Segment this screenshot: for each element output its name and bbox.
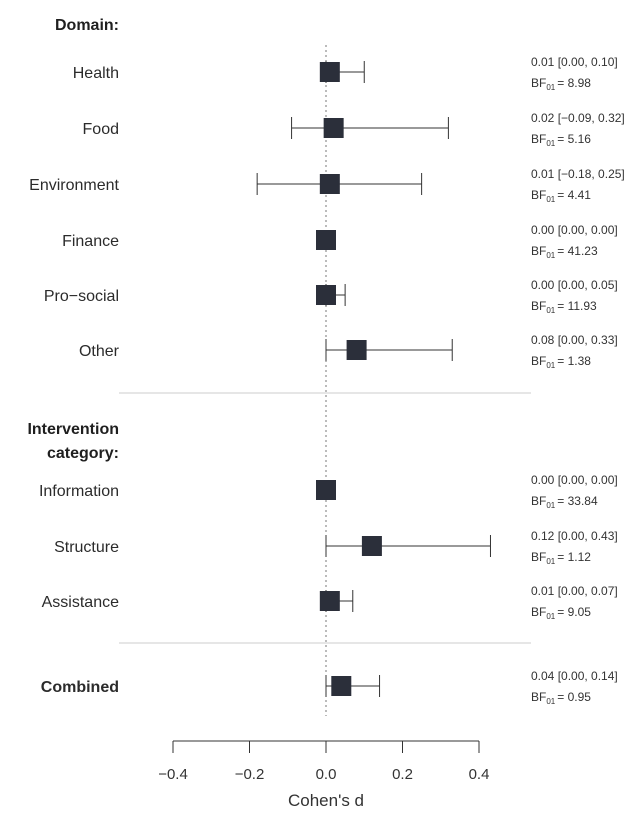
bayes-factor-text: BF01 = 33.84 bbox=[531, 494, 598, 510]
bayes-factor-text: BF01 = 11.93 bbox=[531, 299, 597, 315]
x-tick-label: −0.4 bbox=[158, 766, 188, 783]
estimate-marker bbox=[331, 676, 352, 696]
bayes-factor-text: BF01 = 1.12 bbox=[531, 550, 591, 566]
estimate-ci-text: 0.00 [0.00, 0.00] bbox=[531, 473, 618, 487]
row-label: Food bbox=[83, 121, 119, 138]
bf-value: = 1.38 bbox=[557, 354, 591, 368]
x-tick-label: −0.2 bbox=[235, 766, 265, 783]
estimate-ci-text: 0.01 [0.00, 0.07] bbox=[531, 584, 618, 598]
bf-value: = 8.98 bbox=[557, 76, 591, 90]
estimate-ci-text: 0.12 [0.00, 0.43] bbox=[531, 529, 618, 543]
bayes-factor-text: BF01 = 5.16 bbox=[531, 132, 591, 148]
bf-subscript: 01 bbox=[546, 612, 555, 621]
estimate-marker bbox=[316, 285, 336, 305]
bayes-factor-text: BF01 = 41.23 bbox=[531, 244, 598, 260]
forest-row: Environment 0.01 [−0.18, 0.25] BF01 = 4.41 bbox=[29, 167, 625, 204]
bayes-factor-text: BF01 = 8.98 bbox=[531, 76, 591, 92]
bf-subscript: 01 bbox=[546, 195, 555, 204]
x-tick-label: 0.4 bbox=[469, 766, 490, 783]
x-axis-ticks: −0.4 −0.2 0.0 0.2 0.4 bbox=[158, 741, 489, 783]
estimate-ci-text: 0.02 [−0.09, 0.32] bbox=[531, 111, 625, 125]
x-axis: −0.4 −0.2 0.0 0.2 0.4 Cohen's d bbox=[158, 740, 489, 810]
bf-prefix: BF bbox=[531, 244, 546, 258]
bf-value: = 41.23 bbox=[557, 244, 598, 258]
forest-row: Health 0.01 [0.00, 0.10] BF01 = 8.98 bbox=[73, 55, 618, 92]
forest-row: Food 0.02 [−0.09, 0.32] BF01 = 5.16 bbox=[83, 111, 625, 148]
bf-prefix: BF bbox=[531, 605, 546, 619]
bf-subscript: 01 bbox=[546, 501, 555, 510]
bf-prefix: BF bbox=[531, 494, 546, 508]
row-label: Other bbox=[79, 343, 120, 360]
row-label: Structure bbox=[54, 539, 119, 556]
estimate-ci-text: 0.00 [0.00, 0.00] bbox=[531, 223, 618, 237]
forest-row: Assistance 0.01 [0.00, 0.07] BF01 = 9.05 bbox=[42, 584, 618, 621]
row-label: Assistance bbox=[42, 594, 119, 611]
x-axis-title: Cohen's d bbox=[288, 791, 364, 810]
forest-row: Pro−social 0.00 [0.00, 0.05] BF01 = 11.93 bbox=[44, 278, 618, 315]
bayes-factor-text: BF01 = 1.38 bbox=[531, 354, 591, 370]
bf-subscript: 01 bbox=[546, 251, 555, 260]
estimate-marker bbox=[319, 174, 340, 194]
estimate-ci-text: 0.04 [0.00, 0.14] bbox=[531, 669, 618, 683]
estimate-marker bbox=[346, 340, 367, 360]
bf-prefix: BF bbox=[531, 188, 546, 202]
estimate-marker bbox=[319, 62, 340, 82]
bf-value: = 0.95 bbox=[557, 690, 591, 704]
estimate-marker bbox=[323, 118, 344, 138]
bf-subscript: 01 bbox=[546, 697, 555, 706]
row-label: Environment bbox=[29, 177, 119, 194]
estimate-ci-text: 0.01 [−0.18, 0.25] bbox=[531, 167, 625, 181]
x-tick-label: 0.0 bbox=[316, 766, 337, 783]
bf-value: = 11.93 bbox=[557, 299, 597, 313]
bf-prefix: BF bbox=[531, 354, 546, 368]
forest-row: Combined 0.04 [0.00, 0.14] BF01 = 0.95 bbox=[41, 669, 618, 706]
bf-prefix: BF bbox=[531, 76, 546, 90]
bf-value: = 4.41 bbox=[557, 188, 591, 202]
estimate-marker bbox=[319, 591, 340, 611]
estimate-ci-text: 0.00 [0.00, 0.05] bbox=[531, 278, 618, 292]
estimate-ci-text: 0.01 [0.00, 0.10] bbox=[531, 55, 618, 69]
bf-subscript: 01 bbox=[546, 557, 555, 566]
section-label-line: Intervention bbox=[27, 421, 119, 438]
bf-value: = 33.84 bbox=[557, 494, 598, 508]
section-label-line: category: bbox=[47, 445, 119, 462]
section-dividers bbox=[119, 392, 531, 644]
bf-value: = 9.05 bbox=[557, 605, 591, 619]
row-label: Finance bbox=[62, 233, 119, 250]
row-label: Health bbox=[73, 65, 119, 82]
row-label: Pro−social bbox=[44, 288, 119, 305]
estimate-marker bbox=[316, 230, 336, 250]
forest-row: Other 0.08 [0.00, 0.33] BF01 = 1.38 bbox=[79, 333, 618, 370]
section-labels: Domain: Intervention category: bbox=[27, 17, 119, 462]
bf-subscript: 01 bbox=[546, 83, 555, 92]
bf-value: = 5.16 bbox=[557, 132, 591, 146]
bf-subscript: 01 bbox=[546, 139, 555, 148]
estimate-marker bbox=[316, 480, 336, 500]
bf-prefix: BF bbox=[531, 132, 546, 146]
row-label: Combined bbox=[41, 679, 119, 696]
section-label: Domain: bbox=[55, 17, 119, 34]
bayes-factor-text: BF01 = 0.95 bbox=[531, 690, 591, 706]
estimate-marker bbox=[361, 536, 382, 556]
bf-prefix: BF bbox=[531, 690, 546, 704]
x-tick-label: 0.2 bbox=[392, 766, 413, 783]
bayes-factor-text: BF01 = 4.41 bbox=[531, 188, 591, 204]
forest-row: Finance 0.00 [0.00, 0.00] BF01 = 41.23 bbox=[62, 223, 618, 260]
bf-subscript: 01 bbox=[546, 361, 555, 370]
estimate-ci-text: 0.08 [0.00, 0.33] bbox=[531, 333, 618, 347]
bf-prefix: BF bbox=[531, 550, 546, 564]
bayes-factor-text: BF01 = 9.05 bbox=[531, 605, 591, 621]
forest-row: Information 0.00 [0.00, 0.00] BF01 = 33.84 bbox=[39, 473, 618, 510]
bf-value: = 1.12 bbox=[557, 550, 591, 564]
row-label: Information bbox=[39, 483, 119, 500]
bf-subscript: 01 bbox=[546, 306, 555, 315]
bf-prefix: BF bbox=[531, 299, 546, 313]
forest-row: Structure 0.12 [0.00, 0.43] BF01 = 1.12 bbox=[54, 529, 618, 566]
